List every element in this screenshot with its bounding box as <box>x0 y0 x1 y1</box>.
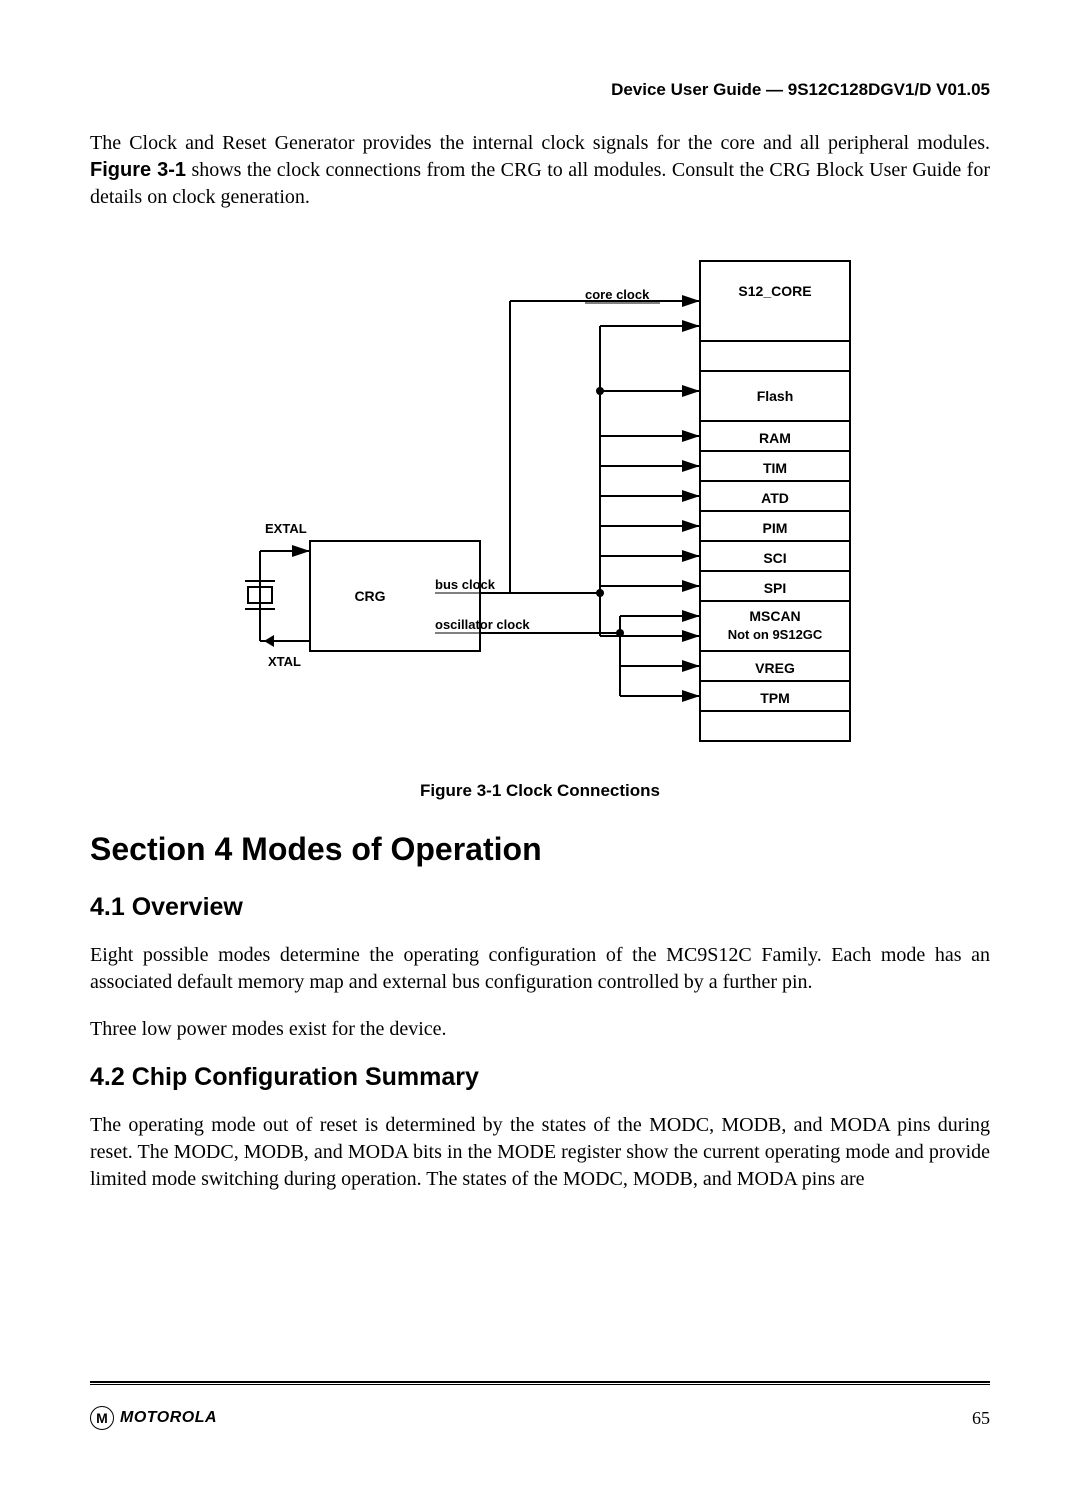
block-flash-label: Flash <box>757 388 794 404</box>
footer-rule <box>90 1381 990 1385</box>
extal-label: EXTAL <box>265 521 307 536</box>
intro-text-a: The Clock and Reset Generator provides t… <box>90 132 990 154</box>
block-ram-label: RAM <box>759 430 791 446</box>
doc-header: Device User Guide — 9S12C128DGV1/D V01.0… <box>90 80 990 100</box>
section4-1-p1: Eight possible modes determine the opera… <box>90 942 990 996</box>
block-sci-label: SCI <box>763 550 786 566</box>
block-tim-label: TIM <box>763 460 787 476</box>
core-clock-label: core clock <box>585 287 650 302</box>
intro-text-b: shows the clock connections from the CRG… <box>90 159 990 208</box>
motorola-logo: M MOTOROLA <box>90 1406 217 1430</box>
intro-paragraph: The Clock and Reset Generator provides t… <box>90 130 990 211</box>
section4-1-p2: Three low power modes exist for the devi… <box>90 1016 990 1043</box>
bus-clock-label: bus clock <box>435 577 496 592</box>
motorola-logo-text: MOTOROLA <box>120 1409 217 1427</box>
page-number: 65 <box>972 1408 990 1429</box>
block-spi-label: SPI <box>764 580 787 596</box>
block-mscan-label: MSCAN <box>749 608 800 624</box>
figure-clock-connections: S12_CORE Flash RAM TIM ATD PIM SCI SPI M… <box>90 241 990 761</box>
block-atd-label: ATD <box>761 490 789 506</box>
block-mscan-note: Not on 9S12GC <box>728 627 823 642</box>
motorola-logo-icon: M <box>90 1406 114 1430</box>
section4-1-title: 4.1 Overview <box>90 893 990 922</box>
xtal-label: XTAL <box>268 654 301 669</box>
osc-clock-label: oscillator clock <box>435 617 530 632</box>
clock-diagram-svg: S12_CORE Flash RAM TIM ATD PIM SCI SPI M… <box>190 241 890 761</box>
figure-caption: Figure 3-1 Clock Connections <box>90 781 990 801</box>
section4-2-p1: The operating mode out of reset is deter… <box>90 1112 990 1193</box>
figure-reference: Figure 3-1 <box>90 159 186 181</box>
crg-label: CRG <box>354 588 385 604</box>
block-pim-label: PIM <box>763 520 788 536</box>
block-vreg-label: VREG <box>755 660 795 676</box>
block-tpm-label: TPM <box>760 690 790 706</box>
section4-2-title: 4.2 Chip Configuration Summary <box>90 1063 990 1092</box>
section4-title: Section 4 Modes of Operation <box>90 831 990 868</box>
page-footer: M MOTOROLA 65 <box>90 1406 990 1430</box>
block-s12core-label: S12_CORE <box>738 283 811 299</box>
